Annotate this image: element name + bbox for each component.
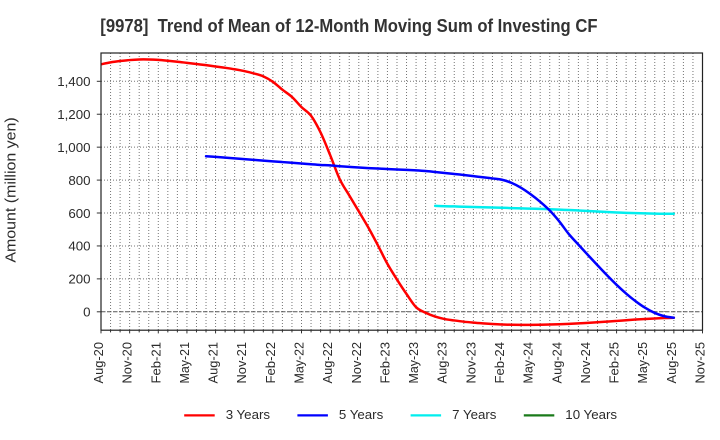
svg-text:Nov-22: Nov-22 xyxy=(349,342,364,384)
svg-text:Nov-21: Nov-21 xyxy=(234,342,249,384)
svg-text:1,400: 1,400 xyxy=(57,74,90,89)
svg-text:Nov-25: Nov-25 xyxy=(693,342,708,384)
svg-text:5 Years: 5 Years xyxy=(339,407,384,422)
svg-text:Feb-24: Feb-24 xyxy=(492,342,507,384)
svg-text:Nov-23: Nov-23 xyxy=(463,342,478,384)
svg-text:Nov-20: Nov-20 xyxy=(120,342,135,384)
svg-text:Aug-22: Aug-22 xyxy=(320,342,335,384)
svg-text:Aug-24: Aug-24 xyxy=(549,342,564,384)
svg-text:Aug-25: Aug-25 xyxy=(664,342,679,384)
svg-text:Feb-22: Feb-22 xyxy=(263,342,278,384)
svg-text:400: 400 xyxy=(68,239,90,254)
svg-text:Feb-21: Feb-21 xyxy=(148,342,163,384)
svg-text:800: 800 xyxy=(68,173,90,188)
svg-text:7 Years: 7 Years xyxy=(452,407,497,422)
svg-text:Feb-23: Feb-23 xyxy=(377,342,392,384)
svg-text:May-24: May-24 xyxy=(521,342,536,384)
svg-text:Aug-21: Aug-21 xyxy=(206,342,221,384)
svg-text:Aug-23: Aug-23 xyxy=(435,342,450,384)
svg-text:Amount (million yen): Amount (million yen) xyxy=(3,117,20,262)
svg-text:Feb-25: Feb-25 xyxy=(607,342,622,384)
svg-text:Aug-20: Aug-20 xyxy=(91,342,106,384)
svg-text:May-25: May-25 xyxy=(635,342,650,384)
svg-text:3 Years: 3 Years xyxy=(226,407,271,422)
svg-text:May-21: May-21 xyxy=(177,342,192,384)
svg-text:Nov-24: Nov-24 xyxy=(578,342,593,384)
svg-text:200: 200 xyxy=(68,272,90,287)
svg-text:600: 600 xyxy=(68,206,90,221)
svg-text:10 Years: 10 Years xyxy=(565,407,617,422)
svg-text:May-22: May-22 xyxy=(292,342,307,384)
svg-text:1,200: 1,200 xyxy=(57,107,90,122)
svg-text:May-23: May-23 xyxy=(406,342,421,384)
svg-text:1,000: 1,000 xyxy=(57,140,90,155)
svg-text:[9978] Trend of Mean of 12-Mo: [9978] Trend of Mean of 12-Month Moving … xyxy=(100,15,597,36)
svg-text:0: 0 xyxy=(83,305,90,320)
